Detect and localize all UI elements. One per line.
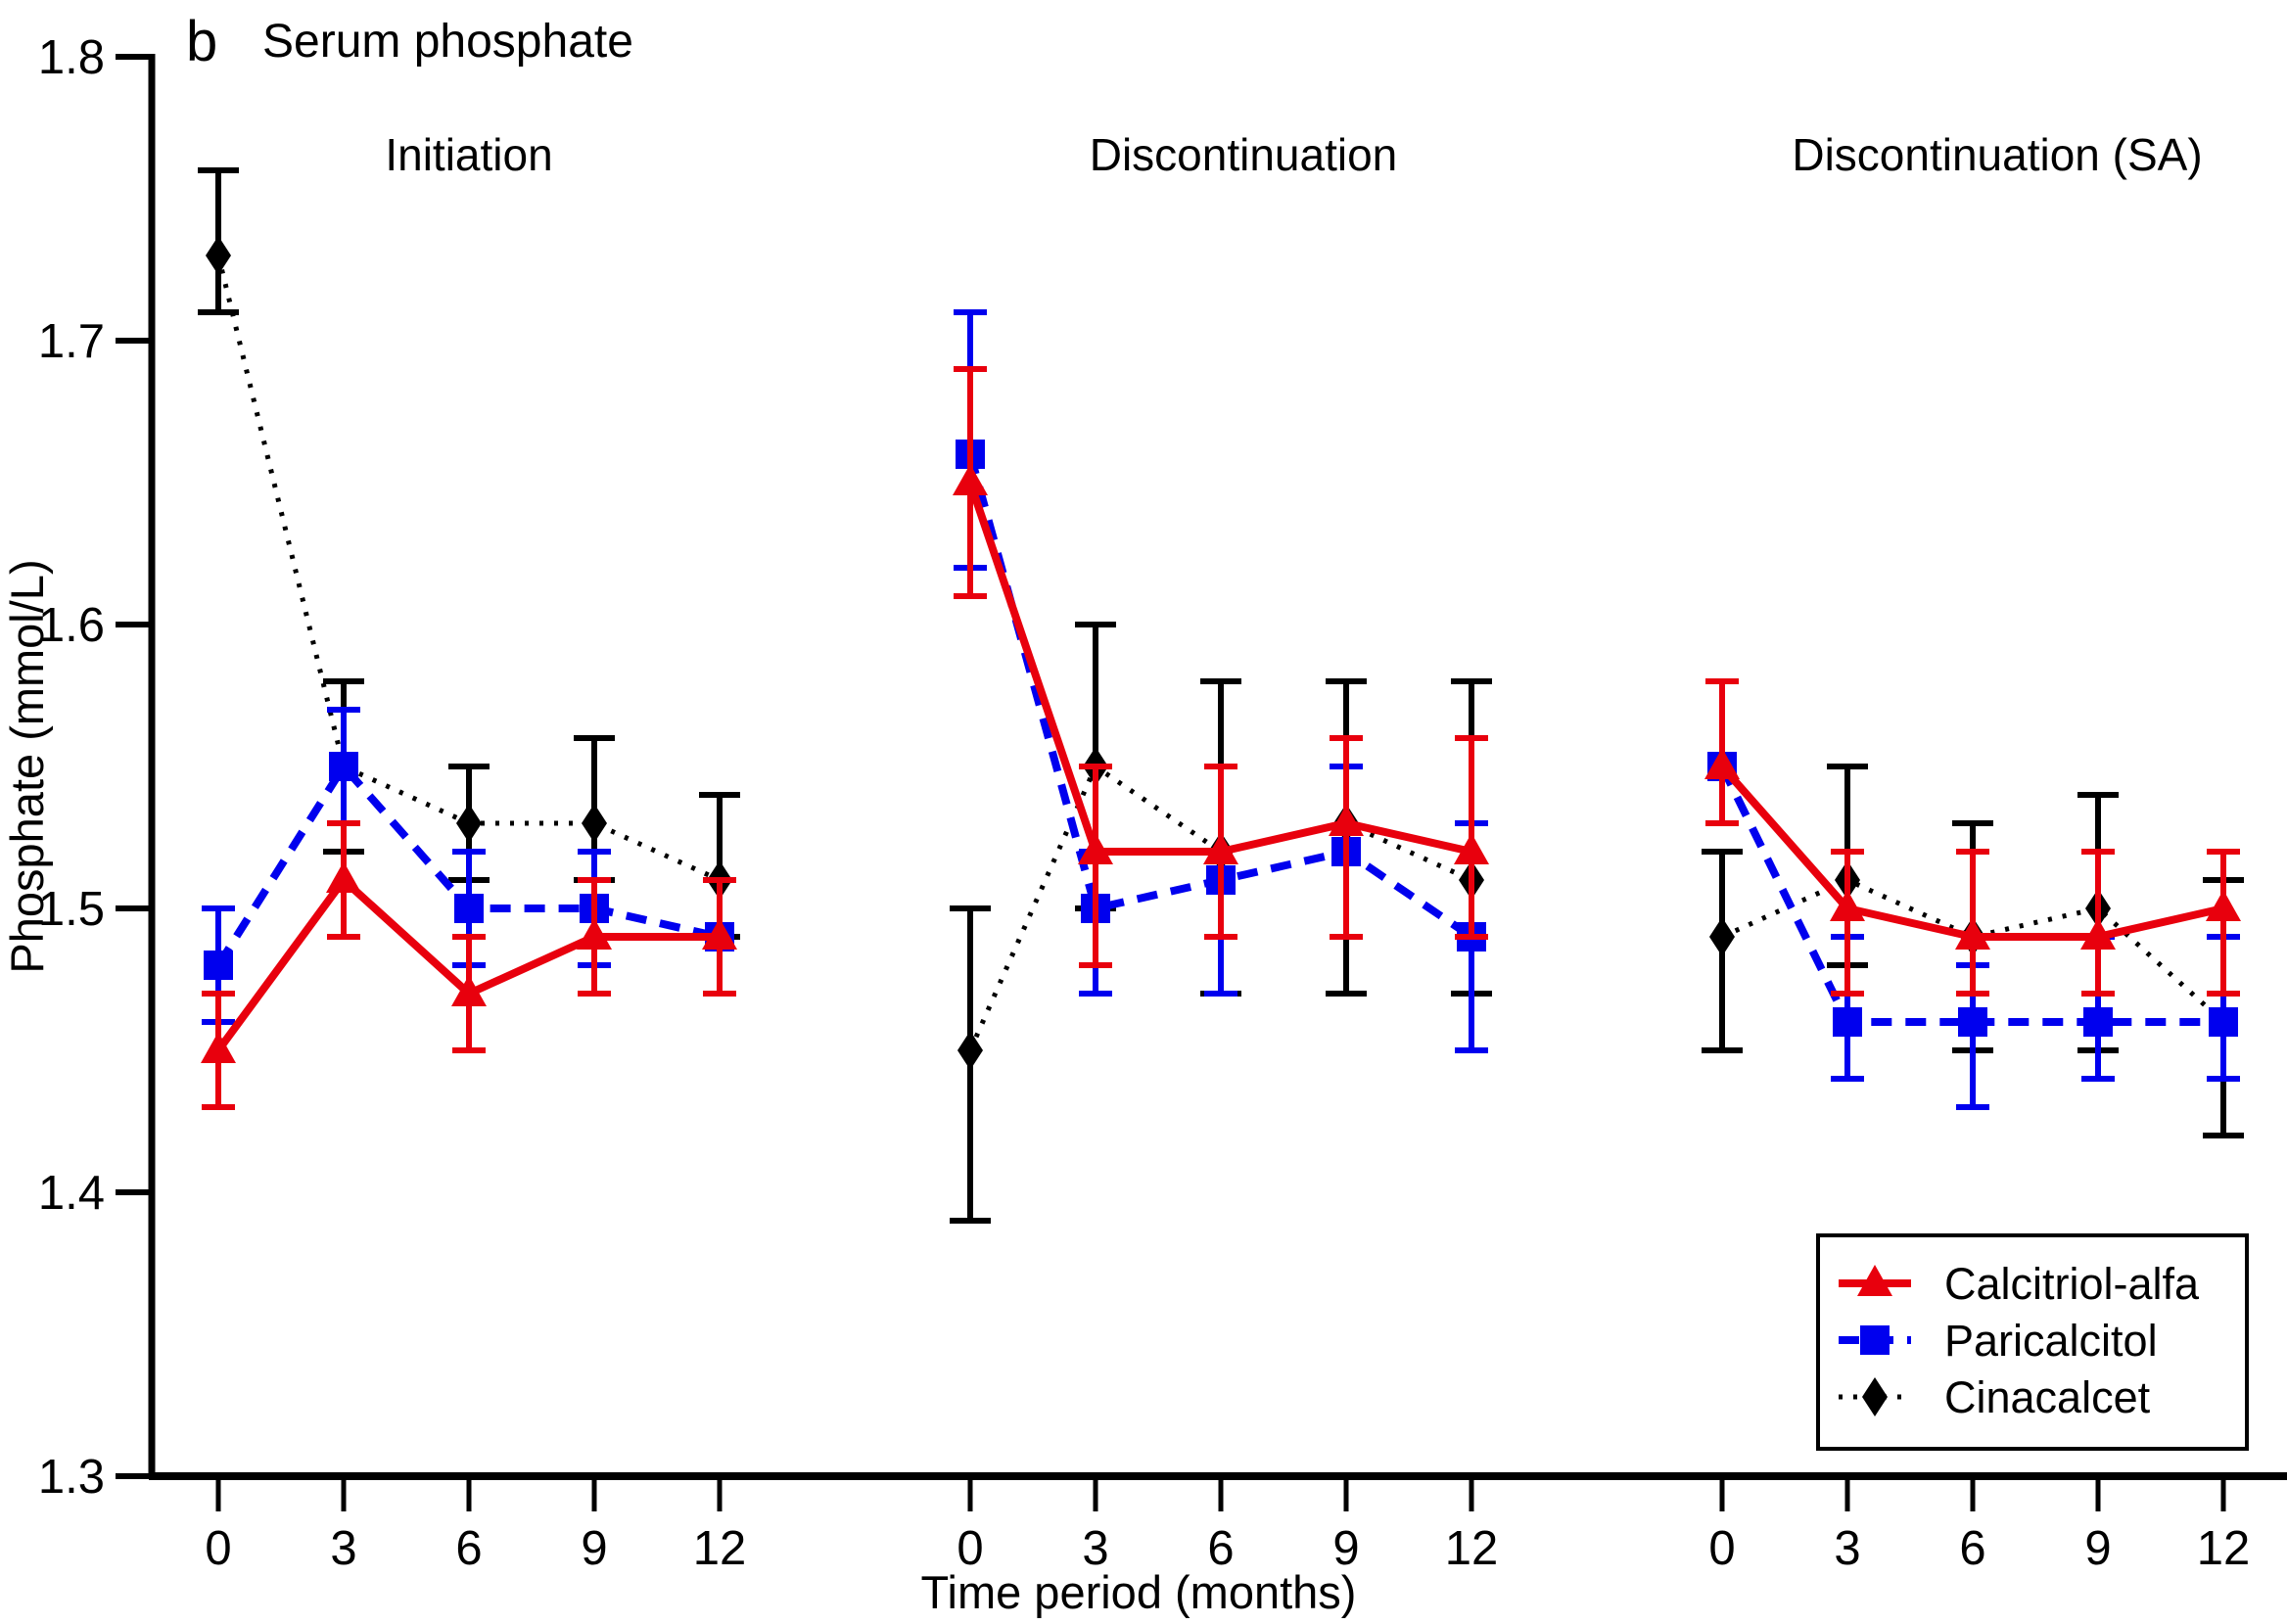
- x-tick-label: 0: [205, 1522, 231, 1575]
- legend-sample-marker: [1857, 1265, 1892, 1296]
- triangle-marker: [1203, 833, 1238, 864]
- x-tick-label: 3: [1834, 1522, 1860, 1575]
- series-calcitriol-alfa-panel-2: [953, 366, 1489, 968]
- series-calcitriol-alfa-panel-3: [1704, 678, 2241, 997]
- legend-sample-marker: [1862, 1377, 1888, 1416]
- triangle-marker: [702, 918, 737, 950]
- error-bar: [1079, 764, 1112, 968]
- square-marker: [2083, 1007, 2113, 1037]
- legend-samples: [1839, 1265, 1911, 1416]
- y-tick-label: 1.7: [38, 315, 105, 368]
- series-line: [967, 763, 1473, 1052]
- y-axis-label: Phosphate (mmol/L): [1, 559, 53, 973]
- y-tick-label: 1.6: [38, 599, 105, 652]
- diamond-marker: [206, 236, 231, 275]
- square-marker: [329, 752, 358, 781]
- legend-sample-cinacalcet: [1839, 1377, 1911, 1416]
- series-cinacalcet-panel-1: [198, 167, 740, 940]
- data-series: [198, 167, 2244, 1224]
- error-bar: [1831, 849, 1864, 997]
- triangle-marker: [1454, 833, 1489, 864]
- axes: 1.8 1.7 1.6 1.5 1.4 1.3 0 3 6 9 12 0 3 6 9 12 0 3 6 9 12: [38, 31, 2287, 1575]
- triangle-marker: [451, 975, 487, 1006]
- square-marker: [2209, 1007, 2238, 1037]
- triangle-marker: [2080, 918, 2116, 950]
- legend: Calcitriol-alfa Paricalcitol Cinacalcet: [1816, 1233, 2249, 1451]
- triangle-marker: [2206, 890, 2241, 921]
- error-bar: [2207, 849, 2240, 997]
- diamond-marker: [957, 1031, 983, 1070]
- legend-sample-marker: [1860, 1325, 1890, 1355]
- x-tick-label: 6: [1959, 1522, 1985, 1575]
- x-tick-label: 9: [2084, 1522, 2111, 1575]
- panel-title-discontinuation-sa: Discontinuation (SA): [1792, 129, 2202, 180]
- triangle-marker: [953, 464, 988, 495]
- square-marker: [1958, 1007, 1987, 1037]
- triangle-marker: [1955, 918, 1990, 950]
- legend-label-cinacalcet: Cinacalcet: [1944, 1372, 2151, 1422]
- x-tick-label: 9: [1332, 1522, 1359, 1575]
- x-tick-label: 12: [1445, 1522, 1499, 1575]
- y-tick-label: 1.3: [38, 1451, 105, 1504]
- x-tick-label: 12: [2197, 1522, 2251, 1575]
- panel-title-discontinuation: Discontinuation: [1090, 129, 1398, 180]
- series-line: [1720, 877, 2225, 1024]
- square-marker: [454, 894, 484, 923]
- x-tick-label: 0: [957, 1522, 983, 1575]
- y-tick-label: 1.5: [38, 883, 105, 936]
- panel-title-initiation: Initiation: [385, 129, 552, 180]
- legend-sample-calcitriol-alfa: [1839, 1265, 1911, 1296]
- diamond-marker: [582, 804, 607, 843]
- triangle-marker: [577, 918, 612, 950]
- triangle-marker: [1078, 833, 1113, 864]
- x-tick-label: 9: [581, 1522, 607, 1575]
- error-bar: [1330, 735, 1363, 940]
- series-line: [1718, 765, 2223, 1026]
- square-marker: [204, 951, 233, 980]
- x-tick-label: 3: [1082, 1522, 1108, 1575]
- x-tick-label: 6: [1207, 1522, 1234, 1575]
- legend-label-paricalcitol: Paricalcitol: [1944, 1316, 2158, 1366]
- figure-panel-letter: b: [186, 10, 217, 73]
- legend-label-calcitriol-alfa: Calcitriol-alfa: [1944, 1259, 2200, 1309]
- y-tick-label: 1.4: [38, 1167, 105, 1220]
- x-tick-label: 12: [693, 1522, 747, 1575]
- triangle-marker: [1830, 890, 1865, 921]
- legend-sample-paricalcitol: [1839, 1325, 1911, 1355]
- square-marker: [1833, 1007, 1862, 1037]
- x-tick-label: 3: [330, 1522, 356, 1575]
- triangle-marker: [1329, 805, 1364, 836]
- triangle-marker: [201, 1032, 236, 1063]
- chart-title: Serum phosphate: [262, 16, 633, 68]
- series-calcitriol-alfa-panel-1: [201, 820, 737, 1110]
- x-tick-label: 0: [1708, 1522, 1735, 1575]
- triangle-marker: [326, 861, 361, 893]
- y-tick-label: 1.8: [38, 31, 105, 84]
- diamond-marker: [456, 804, 482, 843]
- diamond-marker: [1709, 917, 1735, 956]
- x-tick-label: 6: [455, 1522, 482, 1575]
- triangle-marker: [1704, 748, 1740, 779]
- x-axis-label: Time period (months): [921, 1566, 1357, 1618]
